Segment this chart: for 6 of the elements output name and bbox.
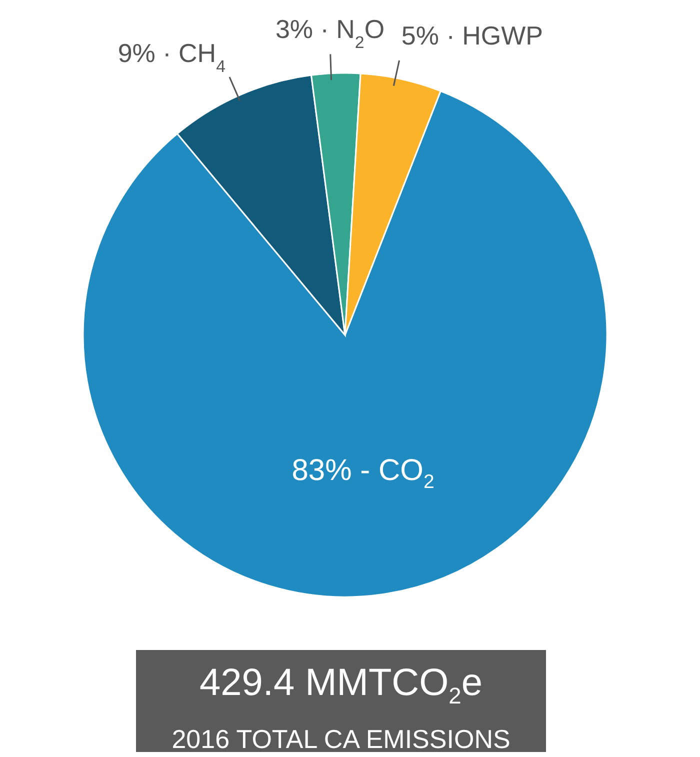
slice-label: 3% · N$_{2}$O xyxy=(275,14,385,52)
text: 429.4 MMTCO$_{2}$e xyxy=(200,662,482,709)
slice-label: 5% · HGWP xyxy=(401,20,543,51)
text: 2016 TOTAL CA EMISSIONS xyxy=(172,724,510,754)
slice-label: 9% · CH$_{4}$ xyxy=(118,38,226,76)
slice-label: 83% - CO$_{2}$ xyxy=(292,454,434,494)
